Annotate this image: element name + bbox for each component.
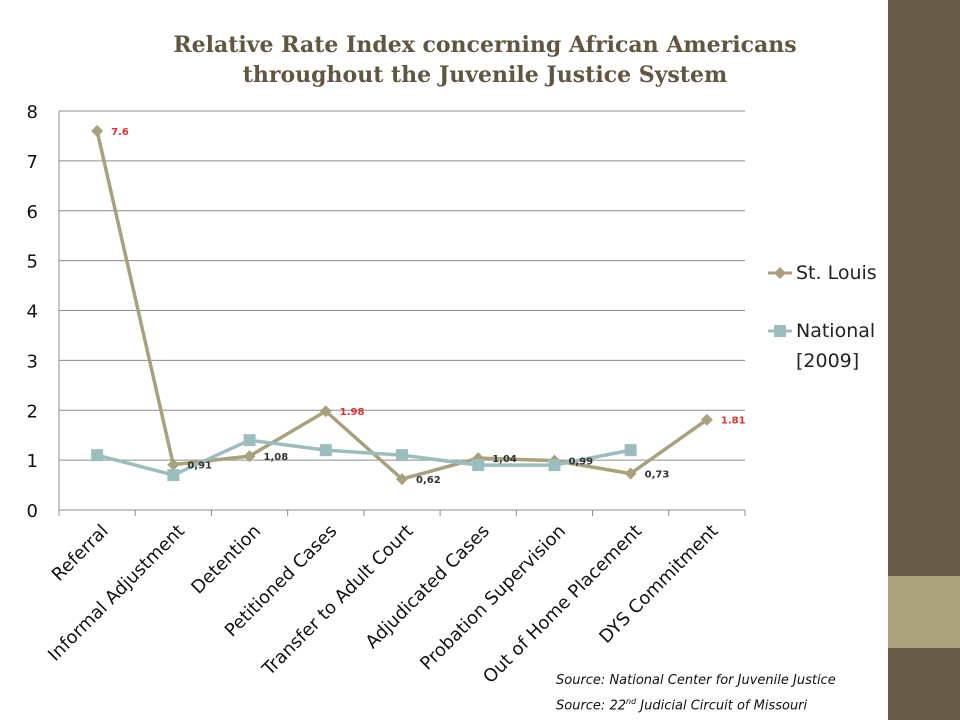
- legend-label-st-louis: St. Louis: [796, 262, 877, 284]
- x-tick-label: Adjudicated Cases: [362, 521, 494, 653]
- data-point: [700, 413, 713, 426]
- data-label: 1.81: [721, 416, 746, 427]
- data-point: [91, 124, 104, 137]
- series-line: [95, 130, 708, 481]
- data-point: [624, 444, 637, 457]
- legend-item-national: National [2009]: [768, 316, 875, 376]
- data-point: [243, 450, 256, 463]
- y-tick-label: 4: [27, 302, 38, 323]
- data-label: 0,99: [568, 457, 593, 468]
- x-tick-label: Referral: [48, 521, 113, 586]
- data-point: [167, 458, 180, 471]
- sources: Source: National Center for Juvenile Jus…: [556, 670, 836, 716]
- data-point: [167, 469, 180, 482]
- source-line-2-pre: Source: 22: [556, 698, 626, 714]
- data-point: [396, 473, 408, 486]
- data-point: [624, 467, 637, 480]
- data-label: 1,04: [492, 454, 517, 465]
- data-label: 1,08: [264, 452, 289, 463]
- y-tick-label: 5: [27, 252, 38, 273]
- x-tick-label: Out of Home Placement: [479, 521, 646, 688]
- legend-marker-st-louis: [768, 267, 792, 279]
- y-tick-label: 7: [27, 152, 38, 173]
- side-decoration-accent: [888, 576, 960, 648]
- y-tick-label: 1: [27, 451, 38, 472]
- legend-label-national-2: [2009]: [796, 350, 860, 372]
- source-line-1: Source: National Center for Juvenile Jus…: [556, 673, 836, 688]
- data-point: [472, 459, 485, 472]
- data-point: [319, 405, 332, 418]
- y-tick-label: 8: [27, 102, 38, 123]
- data-label: 1.98: [340, 407, 365, 418]
- x-tick-label: Transfer to Adult Court: [258, 521, 418, 681]
- data-label: 0,91: [187, 461, 212, 472]
- chart-title-line-1: Relative Rate Index concerning African A…: [173, 32, 797, 58]
- legend-marker-national: [768, 325, 792, 337]
- data-label: 0,62: [416, 475, 441, 486]
- data-point: [243, 434, 256, 447]
- y-tick-label: 2: [27, 401, 38, 422]
- x-tick-label: Detention: [187, 521, 265, 599]
- x-tick-label: Informal Adjustment: [44, 521, 189, 666]
- data-point: [91, 449, 104, 462]
- legend-label-national-1: National: [796, 320, 876, 342]
- data-point: [319, 444, 332, 457]
- data-point: [396, 449, 408, 462]
- chart-title: Relative Rate Index concerning African A…: [140, 30, 830, 90]
- series-line: [96, 438, 632, 477]
- source-line-2-post: Judicial Circuit of Missouri: [636, 698, 808, 714]
- y-tick-label: 3: [27, 351, 38, 372]
- y-tick-label: 0: [27, 501, 38, 522]
- legend-item-st-louis: St. Louis: [768, 258, 877, 288]
- data-point: [548, 459, 561, 472]
- x-tick-label: Probation Supervision: [416, 521, 570, 675]
- source-line-2: Source: 22nd Judicial Circuit of Missour…: [556, 691, 836, 716]
- data-label: 7.6: [111, 127, 129, 138]
- y-tick-label: 6: [27, 202, 38, 223]
- data-label: 0,73: [645, 470, 670, 481]
- chart-title-line-2: throughout the Juvenile Justice System: [242, 62, 728, 88]
- source-line-2-sup: nd: [626, 697, 637, 706]
